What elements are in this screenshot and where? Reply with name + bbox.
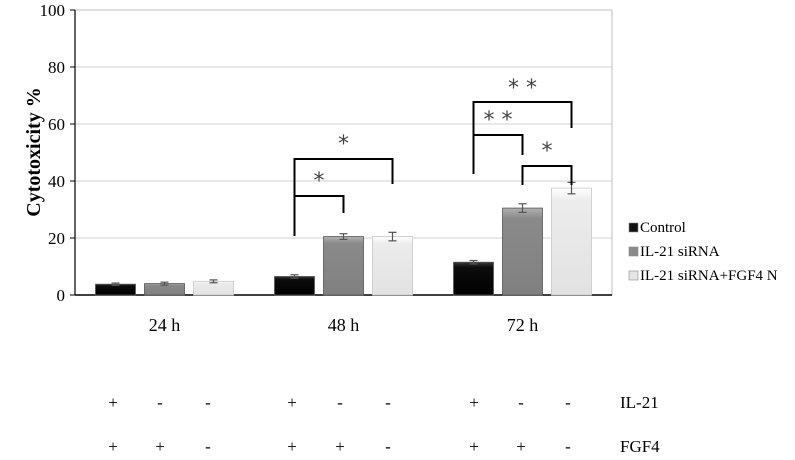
- legend-swatch: [628, 246, 639, 257]
- y-axis-label: Cytotoxicity %: [23, 87, 45, 216]
- bar: [453, 261, 494, 296]
- bar: [551, 187, 592, 296]
- treatment-row-label: IL-21: [620, 393, 659, 412]
- treatment-mark: +: [469, 437, 479, 456]
- significance-marker: * *: [508, 76, 537, 101]
- bar: [502, 207, 543, 296]
- treatment-mark: +: [108, 437, 118, 456]
- treatment-mark: +: [287, 393, 297, 412]
- treatment-mark: -: [385, 437, 391, 456]
- treatment-table: + - - + - - + - - IL-21 + + - + + - + + - FGF4: [108, 393, 660, 456]
- category-label: 24 h: [149, 315, 181, 335]
- significance-marker: *: [314, 169, 325, 194]
- treatment-mark: -: [565, 393, 571, 412]
- bar: [372, 236, 413, 296]
- legend-label: IL-21 siRNA: [640, 244, 720, 260]
- treatment-mark: +: [335, 437, 345, 456]
- y-tick-label: 40: [48, 172, 65, 191]
- treatment-mark: +: [287, 437, 297, 456]
- significance-marker: *: [338, 132, 349, 157]
- treatment-mark: -: [205, 393, 211, 412]
- y-tick-label: 60: [48, 115, 65, 134]
- significance-bracket: [521, 165, 573, 185]
- legend-swatch: [628, 222, 639, 233]
- significance-marker: * *: [484, 108, 513, 133]
- significance-bracket: [293, 158, 394, 208]
- significance-bracket: [472, 134, 524, 174]
- treatment-mark: -: [385, 393, 391, 412]
- category-label: 48 h: [328, 315, 360, 335]
- bar: [193, 280, 234, 296]
- treatment-mark: +: [516, 437, 526, 456]
- treatment-mark: +: [155, 437, 165, 456]
- y-axis-ticks: 0 20 40 60 80 100: [40, 1, 75, 305]
- significance-bracket: [293, 195, 345, 236]
- bar: [323, 236, 364, 296]
- treatment-mark: +: [469, 393, 479, 412]
- treatment-mark: -: [205, 437, 211, 456]
- significance-marker: *: [542, 139, 553, 164]
- treatment-mark: -: [157, 393, 163, 412]
- legend-label: IL-21 siRNA+FGF4 N: [640, 268, 778, 284]
- x-axis-categories: 24 h 48 h 72 h: [149, 315, 539, 335]
- bars: [95, 181, 592, 296]
- significance-bracket: [472, 101, 573, 152]
- legend-swatch: [628, 270, 639, 281]
- treatment-mark: -: [337, 393, 343, 412]
- treatment-mark: +: [108, 393, 118, 412]
- category-label: 72 h: [507, 315, 539, 335]
- treatment-mark: -: [565, 437, 571, 456]
- y-tick-label: 20: [48, 229, 65, 248]
- treatment-row-label: FGF4: [620, 437, 660, 456]
- bar: [274, 276, 315, 296]
- y-tick-label: 100: [40, 1, 66, 20]
- significance-brackets: * * * * * * *: [293, 76, 573, 236]
- treatment-mark: -: [518, 393, 524, 412]
- legend: Control IL-21 siRNA IL-21 siRNA+FGF4 N: [628, 220, 778, 284]
- y-tick-label: 80: [48, 58, 65, 77]
- y-tick-label: 0: [57, 286, 66, 305]
- legend-label: Control: [640, 220, 686, 236]
